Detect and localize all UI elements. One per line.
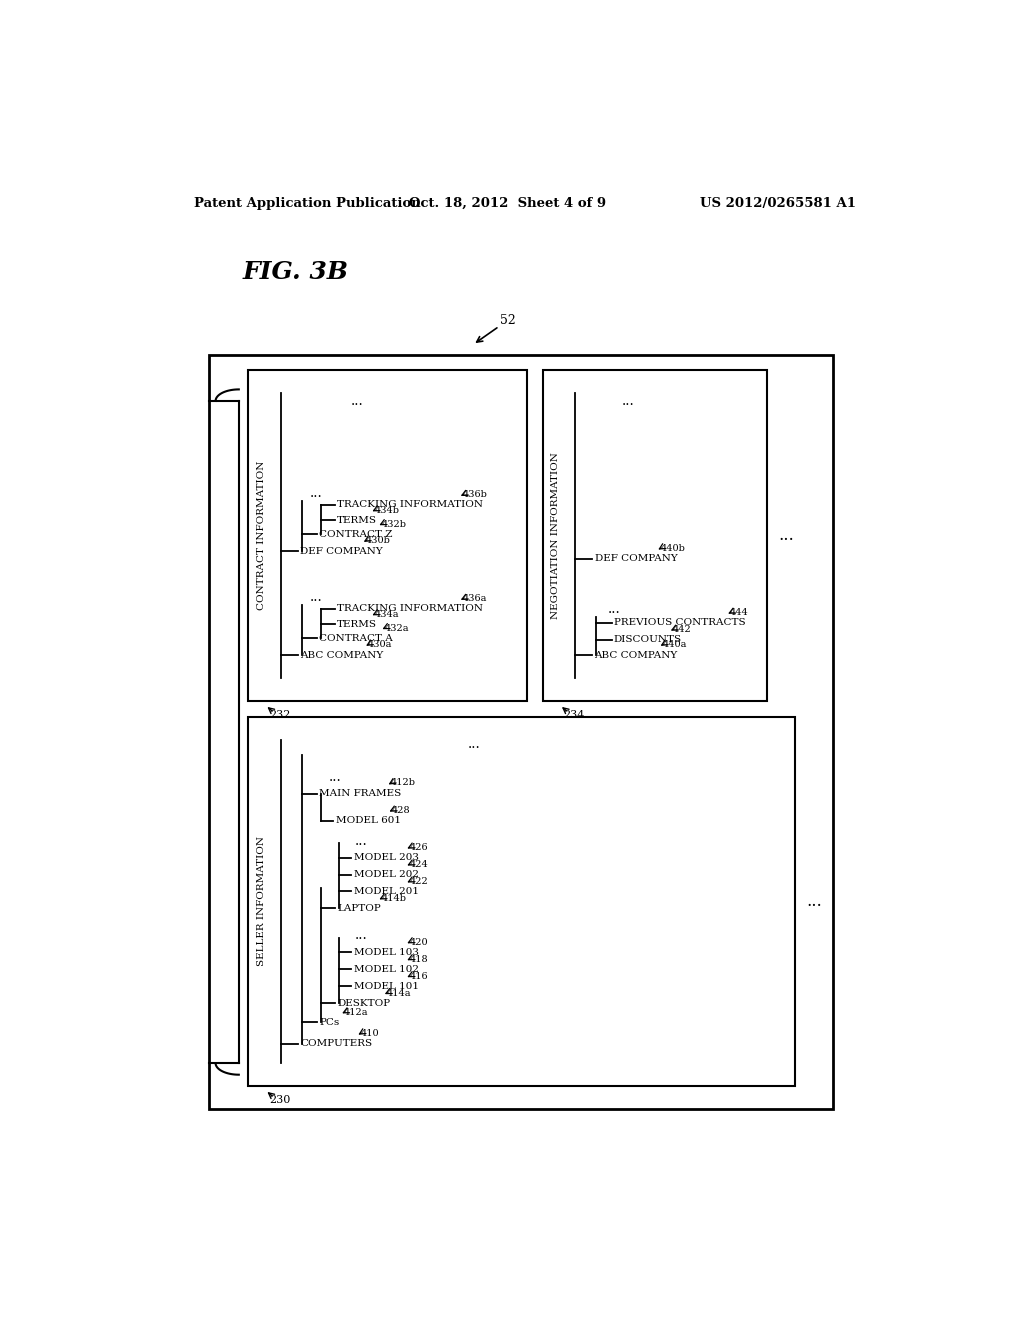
Text: 418: 418	[410, 954, 428, 964]
Text: SELLER INFORMATION: SELLER INFORMATION	[257, 837, 266, 966]
Text: DISCOUNTS: DISCOUNTS	[614, 635, 682, 644]
Text: MAIN FRAMES: MAIN FRAMES	[319, 789, 401, 799]
Text: 430a: 430a	[369, 640, 392, 648]
Text: 414a: 414a	[387, 989, 412, 998]
Text: FIG. 3B: FIG. 3B	[243, 260, 349, 284]
Text: ...: ...	[607, 602, 621, 616]
Text: 430b: 430b	[366, 536, 391, 545]
Text: 444: 444	[730, 609, 749, 618]
Text: Patent Application Publication: Patent Application Publication	[194, 197, 421, 210]
Text: 436b: 436b	[463, 491, 487, 499]
Text: TRACKING INFORMATION: TRACKING INFORMATION	[337, 500, 483, 510]
Text: 420: 420	[410, 937, 428, 946]
Text: 442: 442	[673, 626, 691, 634]
Text: PREVIOUS CONTRACTS: PREVIOUS CONTRACTS	[614, 618, 745, 627]
Text: ABC COMPANY: ABC COMPANY	[595, 651, 678, 660]
Text: ...: ...	[622, 393, 635, 408]
Text: ...: ...	[806, 892, 821, 909]
Text: 412a: 412a	[344, 1008, 369, 1016]
Text: PCs: PCs	[319, 1018, 340, 1027]
Text: ...: ...	[309, 486, 323, 500]
Text: MODEL 103: MODEL 103	[353, 948, 419, 957]
Text: TERMS: TERMS	[337, 516, 377, 525]
Text: 424: 424	[410, 861, 428, 869]
Text: DESKTOP: DESKTOP	[337, 999, 390, 1007]
Text: MODEL 601: MODEL 601	[336, 816, 400, 825]
Text: ABC COMPANY: ABC COMPANY	[300, 651, 383, 660]
Text: 440a: 440a	[663, 640, 687, 648]
Text: 52: 52	[500, 314, 516, 326]
Text: 440b: 440b	[660, 544, 685, 553]
Text: 426: 426	[410, 843, 428, 851]
Text: 432b: 432b	[381, 520, 407, 528]
Text: NEGOTIATION INFORMATION: NEGOTIATION INFORMATION	[551, 453, 560, 619]
Bar	[248, 370, 527, 701]
Text: ...: ...	[354, 834, 367, 847]
Bar	[543, 370, 767, 701]
Text: TERMS: TERMS	[337, 620, 377, 628]
Text: ...: ...	[779, 527, 795, 544]
Text: CONTRACT INFORMATION: CONTRACT INFORMATION	[257, 461, 266, 610]
Text: MODEL 202: MODEL 202	[353, 870, 419, 879]
Text: 434a: 434a	[375, 610, 399, 619]
Text: 422: 422	[410, 876, 428, 886]
Text: COMPUTERS: COMPUTERS	[300, 1039, 372, 1048]
Text: MODEL 101: MODEL 101	[353, 982, 419, 990]
Text: TRACKING INFORMATION: TRACKING INFORMATION	[337, 605, 483, 614]
Text: MODEL 102: MODEL 102	[353, 965, 419, 974]
Text: MODEL 201: MODEL 201	[353, 887, 419, 896]
Text: 436a: 436a	[463, 594, 487, 603]
Text: ...: ...	[329, 770, 341, 784]
Text: ...: ...	[309, 590, 323, 605]
Text: DEF COMPANY: DEF COMPANY	[300, 546, 383, 556]
Text: 410: 410	[360, 1028, 379, 1038]
Text: 428: 428	[391, 807, 411, 814]
Text: CONTRACT A: CONTRACT A	[319, 634, 393, 643]
Text: MODEL 203: MODEL 203	[353, 853, 419, 862]
Text: 432a: 432a	[385, 623, 409, 632]
Text: US 2012/0265581 A1: US 2012/0265581 A1	[700, 197, 856, 210]
Text: CONTRACT Z: CONTRACT Z	[319, 529, 393, 539]
Text: ...: ...	[354, 928, 367, 942]
Text: 232: 232	[269, 710, 291, 721]
Text: 416: 416	[410, 972, 428, 981]
Text: 230: 230	[269, 1096, 291, 1105]
Bar	[209, 355, 834, 1109]
Text: LAPTOP: LAPTOP	[337, 904, 381, 913]
Text: ...: ...	[350, 393, 364, 408]
Text: 234: 234	[563, 710, 585, 721]
Text: 412b: 412b	[391, 779, 416, 787]
Text: Oct. 18, 2012  Sheet 4 of 9: Oct. 18, 2012 Sheet 4 of 9	[410, 197, 606, 210]
Text: 434b: 434b	[375, 506, 399, 515]
Text: ...: ...	[468, 737, 481, 751]
Bar	[248, 717, 795, 1086]
Text: DEF COMPANY: DEF COMPANY	[595, 554, 677, 564]
Text: 414b: 414b	[381, 894, 407, 903]
